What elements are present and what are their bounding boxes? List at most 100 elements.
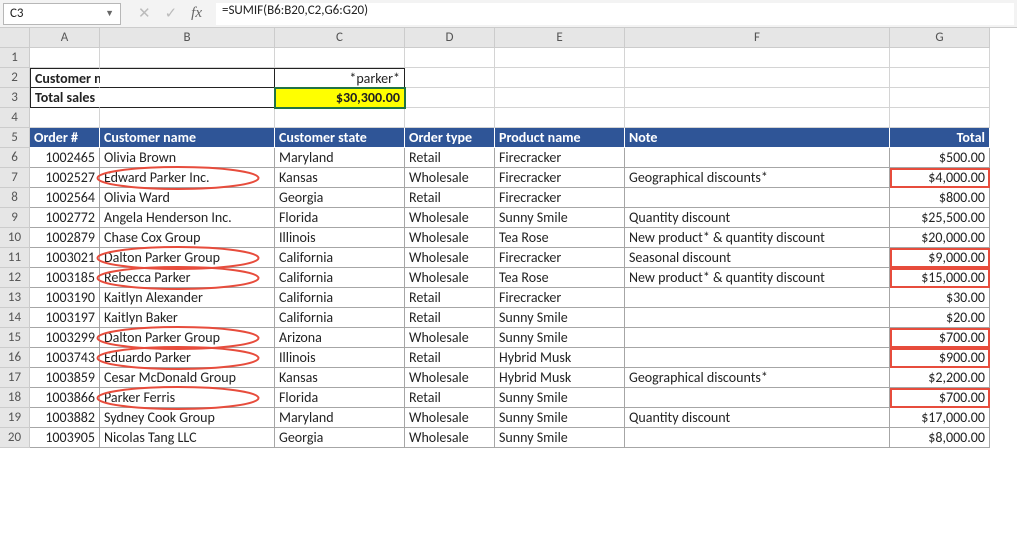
cell-D15[interactable]: Wholesale [405,328,495,348]
cell-B11[interactable]: Dalton Parker Group [100,248,275,268]
cell-D19[interactable]: Wholesale [405,408,495,428]
cell-B3[interactable] [100,88,275,108]
cell-G11[interactable]: $9,000.00 [890,248,990,268]
cell-E5[interactable]: Product name [495,128,625,148]
cell-B7[interactable]: Edward Parker Inc. [100,168,275,188]
cell-E15[interactable]: Sunny Smile [495,328,625,348]
row-header-17[interactable]: 17 [0,368,30,388]
cell-A7[interactable]: 1002527 [30,168,100,188]
cell-B1[interactable] [100,48,275,68]
row-header-4[interactable]: 4 [0,108,30,128]
cell-E7[interactable]: Firecracker [495,168,625,188]
cell-B10[interactable]: Chase Cox Group [100,228,275,248]
cell-B4[interactable] [100,108,275,128]
row-header-6[interactable]: 6 [0,148,30,168]
cell-E11[interactable]: Firecracker [495,248,625,268]
cell-D13[interactable]: Retail [405,288,495,308]
cell-F9[interactable]: Quantity discount [625,208,890,228]
cell-A16[interactable]: 1003743 [30,348,100,368]
cell-G17[interactable]: $2,200.00 [890,368,990,388]
cell-E13[interactable]: Firecracker [495,288,625,308]
cell-D17[interactable]: Wholesale [405,368,495,388]
cell-F3[interactable] [625,88,890,108]
col-header-F[interactable]: F [625,28,890,48]
cell-C12[interactable]: California [275,268,405,288]
cell-E4[interactable] [495,108,625,128]
cell-F5[interactable]: Note [625,128,890,148]
cell-A4[interactable] [30,108,100,128]
row-header-14[interactable]: 14 [0,308,30,328]
cell-A1[interactable] [30,48,100,68]
cell-C17[interactable]: Kansas [275,368,405,388]
cell-A2[interactable]: Customer name contains [30,68,100,88]
cell-A11[interactable]: 1003021 [30,248,100,268]
cell-F15[interactable] [625,328,890,348]
cell-G19[interactable]: $17,000.00 [890,408,990,428]
cell-G5[interactable]: Total [890,128,990,148]
cell-D11[interactable]: Wholesale [405,248,495,268]
cell-B9[interactable]: Angela Henderson Inc. [100,208,275,228]
cell-B15[interactable]: Dalton Parker Group [100,328,275,348]
cell-C5[interactable]: Customer state [275,128,405,148]
cell-A20[interactable]: 1003905 [30,428,100,448]
col-header-C[interactable]: C [275,28,405,48]
cell-D7[interactable]: Wholesale [405,168,495,188]
cell-D16[interactable]: Retail [405,348,495,368]
cell-F18[interactable] [625,388,890,408]
cell-G16[interactable]: $900.00 [890,348,990,368]
cell-C3[interactable]: $30,300.00 [275,88,405,108]
cell-G8[interactable]: $800.00 [890,188,990,208]
cell-C18[interactable]: Florida [275,388,405,408]
cell-G14[interactable]: $20.00 [890,308,990,328]
cell-D6[interactable]: Retail [405,148,495,168]
name-box[interactable]: C3 ▼ [3,3,121,25]
cell-G20[interactable]: $8,000.00 [890,428,990,448]
cell-D12[interactable]: Wholesale [405,268,495,288]
corner-cell[interactable] [0,28,30,48]
fx-icon[interactable]: fx [191,5,202,22]
cell-E6[interactable]: Firecracker [495,148,625,168]
cancel-icon[interactable]: ✕ [138,4,151,23]
row-header-3[interactable]: 3 [0,88,30,108]
row-header-7[interactable]: 7 [0,168,30,188]
cell-E9[interactable]: Sunny Smile [495,208,625,228]
cell-E3[interactable] [495,88,625,108]
cell-C7[interactable]: Kansas [275,168,405,188]
cell-B2[interactable] [100,68,275,88]
row-header-10[interactable]: 10 [0,228,30,248]
cell-C9[interactable]: Florida [275,208,405,228]
cell-A13[interactable]: 1003190 [30,288,100,308]
cell-C6[interactable]: Maryland [275,148,405,168]
cell-F6[interactable] [625,148,890,168]
row-header-1[interactable]: 1 [0,48,30,68]
spreadsheet-grid[interactable]: ABCDEFG12Customer name contains*parker*3… [0,28,1017,448]
cell-E2[interactable] [495,68,625,88]
row-header-2[interactable]: 2 [0,68,30,88]
cell-E8[interactable]: Firecracker [495,188,625,208]
cell-E12[interactable]: Tea Rose [495,268,625,288]
cell-E17[interactable]: Hybrid Musk [495,368,625,388]
cell-A18[interactable]: 1003866 [30,388,100,408]
cell-C15[interactable]: Arizona [275,328,405,348]
cell-C1[interactable] [275,48,405,68]
cell-G4[interactable] [890,108,990,128]
row-header-20[interactable]: 20 [0,428,30,448]
cell-C8[interactable]: Georgia [275,188,405,208]
col-header-G[interactable]: G [890,28,990,48]
cell-F1[interactable] [625,48,890,68]
cell-D10[interactable]: Wholesale [405,228,495,248]
cell-G7[interactable]: $4,000.00 [890,168,990,188]
cell-G10[interactable]: $20,000.00 [890,228,990,248]
cell-D18[interactable]: Retail [405,388,495,408]
cell-F19[interactable]: Quantity discount [625,408,890,428]
cell-E20[interactable]: Sunny Smile [495,428,625,448]
cell-F12[interactable]: New product* & quantity discount [625,268,890,288]
cell-A10[interactable]: 1002879 [30,228,100,248]
cell-E14[interactable]: Sunny Smile [495,308,625,328]
row-header-11[interactable]: 11 [0,248,30,268]
col-header-E[interactable]: E [495,28,625,48]
row-header-8[interactable]: 8 [0,188,30,208]
cell-G15[interactable]: $700.00 [890,328,990,348]
row-header-15[interactable]: 15 [0,328,30,348]
chevron-down-icon[interactable]: ▼ [105,8,114,19]
